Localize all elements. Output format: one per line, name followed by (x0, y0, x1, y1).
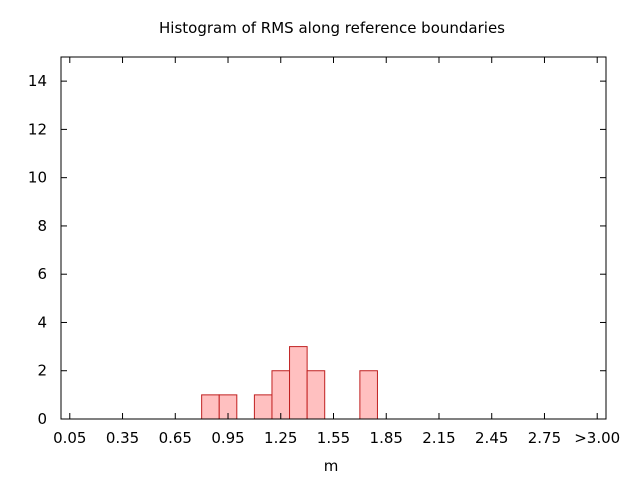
y-tick-label: 2 (37, 362, 47, 380)
x-tick-label: 0.35 (106, 429, 139, 447)
histogram-bar (201, 394, 220, 420)
x-tick-label: 2.15 (422, 429, 455, 447)
bars-group (201, 346, 378, 420)
histogram-bar (271, 370, 291, 420)
y-tick-label: 12 (28, 120, 47, 138)
y-tick-label: 8 (37, 217, 47, 235)
histogram-bar (289, 346, 308, 420)
y-tick-label: 4 (37, 313, 47, 331)
x-tick-label: 1.85 (370, 429, 403, 447)
x-tick-label: >3.00 (574, 429, 620, 447)
y-tick-label: 14 (28, 72, 47, 90)
x-axis-label: m (324, 457, 339, 475)
chart-title: Histogram of RMS along reference boundar… (159, 19, 505, 37)
y-tick-label: 6 (37, 265, 47, 283)
histogram-bar (253, 394, 273, 420)
ticks-group: 0 2 4 6 8 10 12 14 0.05 0.35 0.65 0.95 1.25 1.55 1.85 2… (28, 57, 620, 447)
x-tick-label: 0.95 (211, 429, 244, 447)
histogram-bar (359, 370, 378, 420)
histogram-bar (306, 370, 326, 420)
x-tick-label: 2.75 (528, 429, 561, 447)
y-tick-label: 0 (37, 410, 47, 428)
x-tick-label: 0.65 (159, 429, 192, 447)
x-tick-label: 1.25 (264, 429, 297, 447)
y-tick-label: 10 (28, 169, 47, 187)
plot-frame (60, 56, 607, 420)
x-tick-label: 1.55 (317, 429, 350, 447)
x-tick-label: 2.45 (475, 429, 508, 447)
x-tick-label: 0.05 (53, 429, 86, 447)
